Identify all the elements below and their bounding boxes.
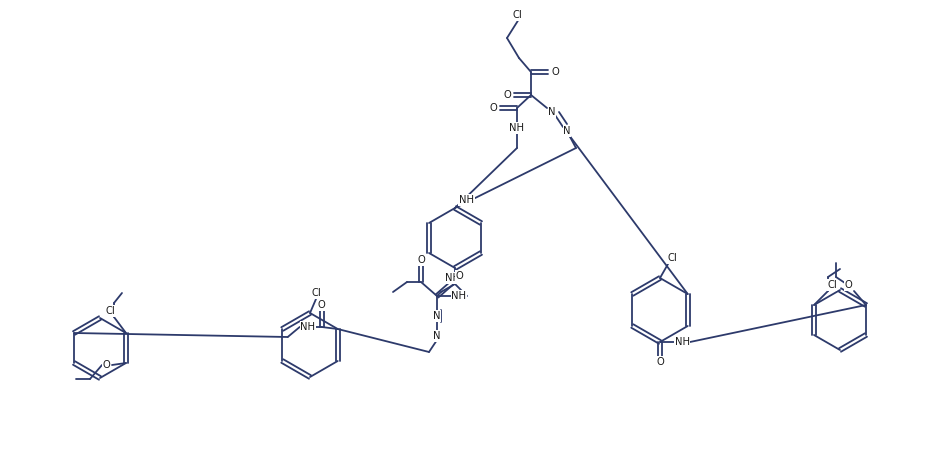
Text: NH: NH (301, 322, 315, 332)
Text: N: N (548, 107, 555, 117)
Text: N: N (434, 311, 440, 321)
Text: O: O (552, 67, 559, 77)
Text: O: O (318, 300, 325, 310)
Text: Cl: Cl (827, 280, 837, 290)
Text: Cl: Cl (513, 10, 522, 20)
Text: Cl: Cl (106, 306, 115, 316)
Text: NH: NH (452, 291, 467, 301)
Text: NH: NH (459, 195, 474, 205)
Text: O: O (489, 103, 496, 113)
Text: N: N (563, 126, 571, 136)
Text: N: N (434, 331, 440, 341)
Text: NH: NH (510, 123, 525, 133)
Text: NH: NH (445, 273, 460, 283)
Text: O: O (417, 255, 425, 265)
Text: O: O (503, 90, 511, 100)
Text: O: O (102, 360, 110, 370)
Text: O: O (456, 271, 463, 281)
Text: NH: NH (674, 337, 689, 347)
Text: Cl: Cl (311, 288, 320, 298)
Text: O: O (656, 357, 664, 367)
Text: Cl: Cl (667, 253, 677, 263)
Text: O: O (844, 280, 852, 290)
